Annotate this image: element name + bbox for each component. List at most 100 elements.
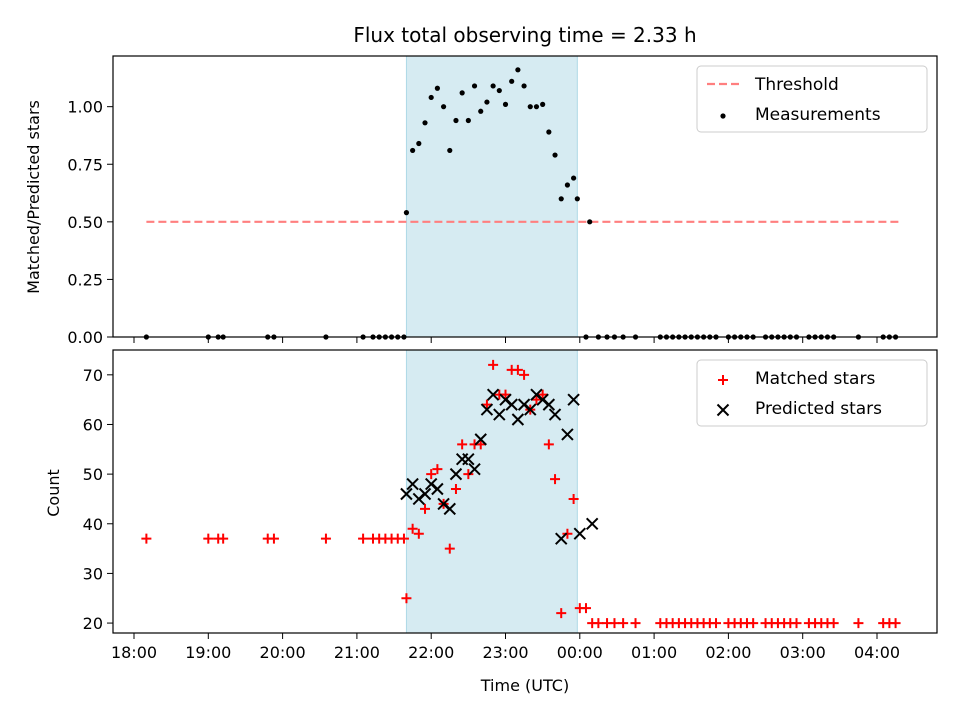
data-point — [416, 140, 422, 147]
data-point — [481, 399, 492, 410]
x-tick-label: 00:00 — [557, 643, 603, 662]
bottom-y-axis-label: Count — [44, 469, 63, 517]
y-tick-label: 0.50 — [67, 213, 103, 232]
data-point — [422, 120, 428, 126]
data-point — [413, 528, 424, 539]
data-point — [490, 83, 496, 89]
data-point — [358, 533, 369, 544]
data-point — [478, 108, 484, 114]
axes-frame — [112, 349, 938, 634]
data-point — [468, 462, 481, 476]
data-point — [542, 398, 556, 411]
data-point — [486, 388, 500, 401]
data-point — [463, 469, 474, 480]
data-point — [434, 85, 440, 91]
data-point — [548, 408, 562, 421]
x-tick-label: 22:00 — [408, 643, 454, 662]
data-point — [550, 474, 561, 485]
data-point — [505, 398, 518, 411]
data-point — [562, 528, 573, 539]
data-point — [440, 104, 447, 110]
x-tick-label: 03:00 — [780, 643, 826, 662]
data-point — [537, 389, 548, 400]
data-point — [457, 439, 468, 450]
data-point — [555, 532, 568, 545]
data-point — [511, 413, 525, 426]
top-y-axis-label: Matched/Predicted stars — [24, 100, 43, 294]
x-tick-label: 02:00 — [705, 643, 751, 662]
series-predicted-stars — [400, 388, 599, 545]
data-point — [571, 175, 577, 181]
top-panel: 0.00 0.25 0.50 0.75 1.00 Threshold Measurement… — [67, 55, 938, 347]
data-point — [403, 210, 410, 216]
data-point — [401, 593, 412, 604]
y-tick-label: 0.75 — [67, 155, 103, 174]
x-tick-label: 21:00 — [334, 643, 380, 662]
data-point — [475, 439, 486, 450]
data-point — [630, 618, 641, 629]
data-point — [890, 618, 901, 629]
data-point — [465, 117, 471, 124]
data-point — [552, 152, 558, 158]
data-point — [444, 543, 455, 554]
data-point — [585, 517, 599, 530]
data-point — [533, 104, 540, 110]
y-tick-label: 30 — [83, 564, 103, 583]
data-point — [543, 439, 554, 450]
y-tick-label: 20 — [83, 614, 103, 633]
data-point — [546, 129, 552, 135]
legend-box — [696, 359, 928, 427]
y-tick-label: 50 — [83, 465, 103, 484]
legend-label: Predicted stars — [755, 399, 882, 419]
axes-frame — [112, 55, 938, 338]
data-point — [474, 433, 487, 446]
data-point — [418, 487, 432, 501]
x-tick-label: 01:00 — [631, 643, 677, 662]
data-point — [580, 603, 591, 614]
data-point — [203, 533, 214, 544]
data-point — [558, 196, 564, 202]
data-point — [484, 99, 490, 105]
data-point — [567, 393, 580, 406]
data-point — [574, 196, 580, 202]
legend-marker — [716, 403, 730, 417]
data-point — [593, 618, 604, 629]
data-point — [459, 90, 465, 96]
data-point — [420, 503, 431, 514]
data-point — [450, 484, 461, 495]
legend-marker — [720, 113, 726, 119]
data-point — [320, 533, 331, 544]
data-point — [573, 527, 587, 540]
x-tick-label: 04:00 — [854, 643, 900, 662]
x-tick-label: 18:00 — [111, 643, 157, 662]
data-point — [711, 618, 722, 629]
data-point — [426, 469, 437, 480]
y-tick-label: 0.00 — [67, 328, 103, 347]
data-point — [587, 219, 593, 225]
data-point — [509, 78, 515, 84]
data-point — [493, 408, 506, 421]
x-tick-label: 20:00 — [260, 643, 306, 662]
data-point — [449, 467, 463, 481]
data-point — [512, 364, 523, 375]
data-point — [853, 618, 864, 629]
bottom-panel: 20 30 40 50 60 70 18:00 19:00 20:00 21:00 22:00 23:… — [83, 349, 938, 662]
data-point — [561, 428, 574, 441]
y-tick-label: 70 — [83, 366, 103, 385]
data-point — [531, 394, 542, 405]
data-point — [521, 83, 527, 89]
data-point — [519, 369, 530, 380]
data-point — [447, 147, 453, 154]
data-point — [748, 618, 759, 629]
y-tick-label: 60 — [83, 415, 103, 434]
data-point — [410, 147, 416, 154]
data-point — [502, 101, 509, 107]
data-point — [515, 67, 521, 73]
data-point — [453, 117, 459, 124]
chart-title: Flux total observing time = 2.33 h — [353, 23, 696, 47]
y-tick-label: 1.00 — [67, 98, 103, 117]
legend-box — [696, 65, 928, 133]
x-tick-label: 23:00 — [482, 643, 528, 662]
observing-window-shade — [405, 55, 578, 338]
legend-label: Measurements — [755, 105, 881, 125]
